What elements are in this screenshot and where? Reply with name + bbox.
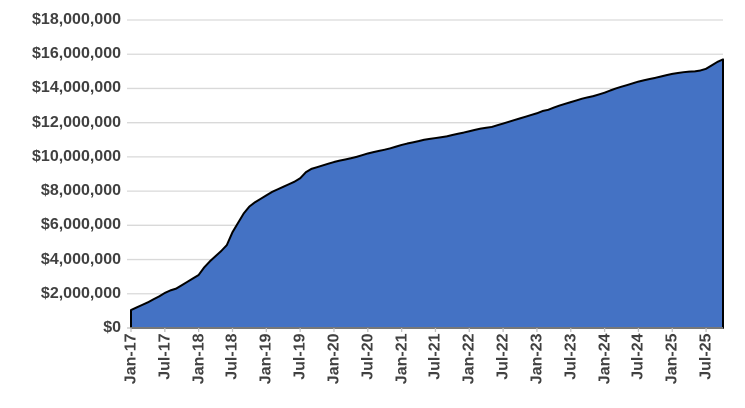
x-axis-label: Jul-20 [359,333,377,380]
y-axis-label: $18,000,000 [32,11,121,28]
x-axis-label: Jul-25 [697,333,715,380]
x-axis-label: Jan-20 [325,333,343,385]
x-axis-label: Jul-24 [629,333,647,380]
y-axis-label: $10,000,000 [32,147,121,165]
y-axis-label: $6,000,000 [40,216,121,234]
x-axis-label: Jul-23 [562,333,580,380]
area-series [130,58,724,329]
y-axis-label: $12,000,000 [32,113,121,131]
y-axis-label: $14,000,000 [32,79,121,97]
y-axis-label: $8,000,000 [40,182,121,200]
x-axis-label: Jan-25 [663,333,681,385]
y-axis-label: $2,000,000 [40,284,121,302]
x-axis-label: Jul-21 [426,333,444,380]
y-axis-label: $16,000,000 [32,45,121,63]
x-axis-label: Jan-19 [257,333,275,385]
x-axis-label: Jan-21 [393,333,411,385]
x-axis-label: Jul-18 [223,333,241,380]
x-axis-label: Jul-17 [156,333,174,380]
x-axis-label: Jul-22 [494,333,512,380]
x-axis-label: Jan-24 [596,333,614,385]
y-axis-label: $0 [103,319,121,336]
x-axis-label: Jan-22 [460,333,478,385]
x-axis-label: Jan-17 [122,333,140,385]
x-axis-label: Jul-19 [291,333,309,380]
y-axis-label: $4,000,000 [40,250,121,268]
x-axis-label: Jan-23 [528,333,546,385]
x-axis-label: Jan-18 [190,333,208,385]
